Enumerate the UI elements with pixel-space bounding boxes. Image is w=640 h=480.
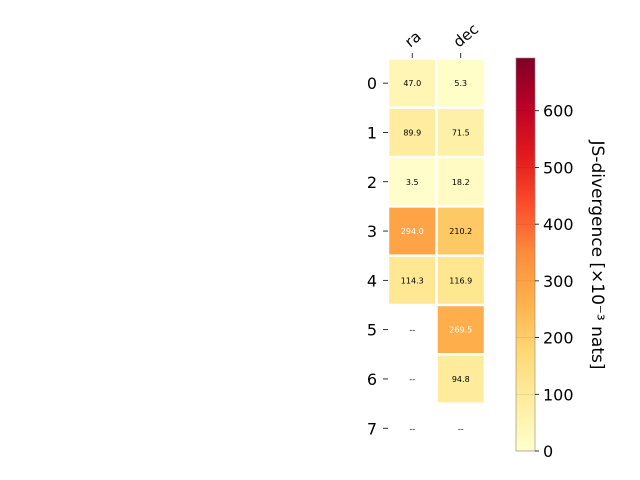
cell-value-label: -- [458, 424, 464, 433]
column-axis: ra dec [401, 20, 482, 58]
colorbar-tick-label: 400 [543, 215, 574, 234]
cell-value-label: 89.9 [403, 128, 421, 137]
colorbar-label: JS-divergence [×10⁻³ nats] [587, 140, 607, 370]
heatmap-cell [389, 59, 436, 107]
cell-value-label: -- [409, 375, 415, 384]
row-label: 6 [367, 370, 377, 389]
row-label: 2 [367, 173, 377, 192]
cell-value-label: 294.0 [401, 227, 424, 236]
cell-value-label: 94.8 [452, 375, 470, 384]
cell-value-label: -- [409, 424, 415, 433]
row-axis: 0 1 2 3 4 5 6 7 [367, 74, 388, 438]
heatmap-cell [437, 306, 484, 354]
colorbar-tick-label: 200 [543, 329, 574, 348]
colorbar-tick-label: 300 [543, 272, 574, 291]
colorbar: 0 100 200 300 400 500 600 JS-divergence [×10⁻³… [515, 57, 607, 461]
cell-value-label: 114.3 [401, 276, 424, 285]
heatmap-cell [437, 355, 484, 403]
row-label: 3 [367, 222, 377, 241]
heatmap-cell [389, 158, 436, 206]
row-label: 4 [367, 271, 377, 290]
colorbar-tick-label: 500 [543, 158, 574, 177]
cell-value-label: 47.0 [403, 79, 421, 88]
cell-value-label: 18.2 [452, 178, 470, 187]
heatmap-grid: 47.0 5.3 89.9 71.5 3.5 18.2 294.0 210.2 114.3 116… [389, 59, 484, 433]
colorbar-gradient [515, 57, 536, 452]
heatmap-cell [389, 207, 436, 255]
cell-value-label: 3.5 [406, 178, 419, 187]
column-label: dec [450, 20, 482, 51]
colorbar-tick-label: 600 [543, 102, 574, 121]
heatmap-cell [437, 207, 484, 255]
row-label: 7 [367, 419, 377, 438]
cell-value-label: 71.5 [452, 128, 470, 137]
heatmap-cell [389, 109, 436, 156]
row-label: 1 [367, 123, 377, 142]
colorbar-tick-label: 0 [543, 442, 553, 461]
cell-value-label: 210.2 [449, 227, 472, 236]
colorbar-ticks: 0 100 200 300 400 500 600 [516, 102, 574, 461]
colorbar-tick-label: 100 [543, 385, 574, 404]
cell-value-label: 269.5 [449, 326, 472, 335]
column-label: ra [401, 27, 424, 51]
cell-value-label: -- [409, 326, 415, 335]
heatmap-cell [437, 256, 484, 304]
cell-value-label: 5.3 [454, 79, 467, 88]
heatmap-cell [437, 158, 484, 206]
heatmap-cell [437, 59, 484, 107]
row-label: 5 [367, 321, 377, 340]
cell-value-label: 116.9 [449, 276, 472, 285]
row-label: 0 [367, 74, 377, 93]
heatmap-cell [437, 109, 484, 156]
heatmap-cell [389, 256, 436, 304]
